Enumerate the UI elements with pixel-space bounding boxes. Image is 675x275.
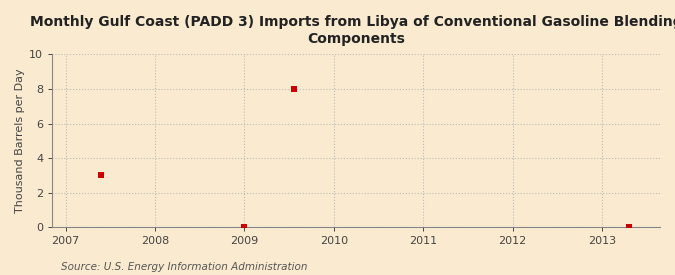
Title: Monthly Gulf Coast (PADD 3) Imports from Libya of Conventional Gasoline Blending: Monthly Gulf Coast (PADD 3) Imports from… [30, 15, 675, 46]
Point [623, 225, 634, 229]
Point [239, 225, 250, 229]
Y-axis label: Thousand Barrels per Day: Thousand Barrels per Day [15, 68, 25, 213]
Point [288, 87, 299, 91]
Text: Source: U.S. Energy Information Administration: Source: U.S. Energy Information Administ… [61, 262, 307, 272]
Point [96, 173, 107, 178]
